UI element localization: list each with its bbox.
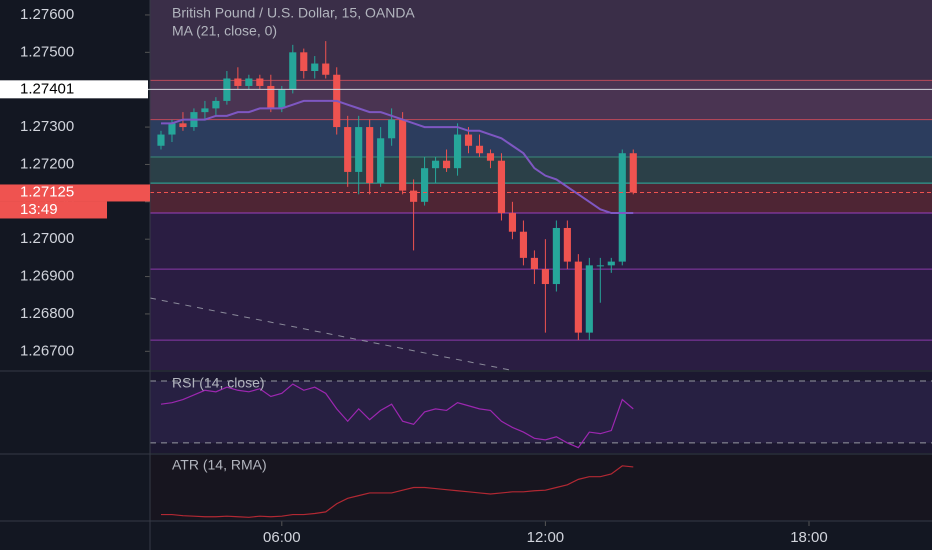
candle-body [311,63,319,72]
trend-line [149,297,511,371]
candle-body [157,134,165,146]
candle-body [574,261,582,333]
y-tick-label: 1.27500 [20,43,74,60]
candle-body [212,100,220,109]
candle-body [607,261,615,266]
indicator-line [160,383,634,449]
candle-body [541,269,549,285]
crosshair-label: 1.27401 [20,80,74,97]
ma-line [160,99,634,215]
candle-body [344,127,352,172]
candle-body [618,153,626,262]
last-price-label: 1.27125 [20,183,74,200]
atr-background [150,455,932,520]
zone [150,213,932,370]
panel-title: ATR (14, RMA) [172,457,267,473]
y-tick-label: 1.26700 [20,342,74,359]
candle-body [377,138,385,184]
candle-body [530,257,538,270]
candle-body [399,119,407,191]
y-tick-label: 1.26900 [20,268,74,285]
y-tick-label: 1.27200 [20,155,74,172]
x-tick-label: 18:00 [790,529,828,546]
candle-body [486,153,495,161]
candle-body [519,231,527,258]
chart-title: British Pound / U.S. Dollar, 15, OANDA [172,5,415,21]
y-tick-label: 1.27000 [20,230,74,247]
y-tick-label: 1.27300 [20,118,74,135]
zone [150,156,932,184]
candle-body [585,265,593,333]
zone [150,119,932,157]
candle-body [464,134,473,146]
candle-body [289,52,297,90]
candle-body [267,85,275,109]
candle-body [596,265,604,267]
candle-body [355,127,363,172]
level-band [150,380,932,443]
legend-entry: MA (21, close, 0) [172,23,277,39]
candle-body [388,119,396,139]
y-tick-label: 1.26800 [20,305,74,322]
candle-body [552,227,560,285]
candle-body [431,160,440,169]
candle-body [442,160,451,169]
x-tick-label: 06:00 [263,529,301,546]
candle-body [245,78,253,86]
candle-body [475,145,484,154]
candle-body [366,127,374,184]
countdown-box [0,201,107,219]
candle-body [234,78,242,86]
candle-body [168,123,176,135]
candle-body [179,123,187,128]
candle-body [201,108,209,113]
x-tick-label: 12:00 [527,529,565,546]
panel-title: RSI (14, close) [172,375,265,391]
candle-body [629,153,637,193]
candle-body [453,134,462,169]
y-tick-label: 1.27600 [20,6,74,23]
candle-body [278,89,286,109]
zone [150,0,932,81]
candle-body [421,168,429,202]
last-price-box [0,184,150,202]
candle-body [563,227,571,262]
countdown-label: 13:49 [20,201,58,218]
candle-body [300,52,308,72]
candle-body [322,63,330,75]
indicator-line [160,465,634,518]
candle-body [497,160,506,214]
crosshair-box [0,80,148,99]
candle-body [256,78,264,86]
zone [150,183,932,214]
candle-body [508,213,517,232]
candle-body [410,190,418,202]
plot: 1.276001.275001.274001.273001.272001.271… [20,0,932,546]
